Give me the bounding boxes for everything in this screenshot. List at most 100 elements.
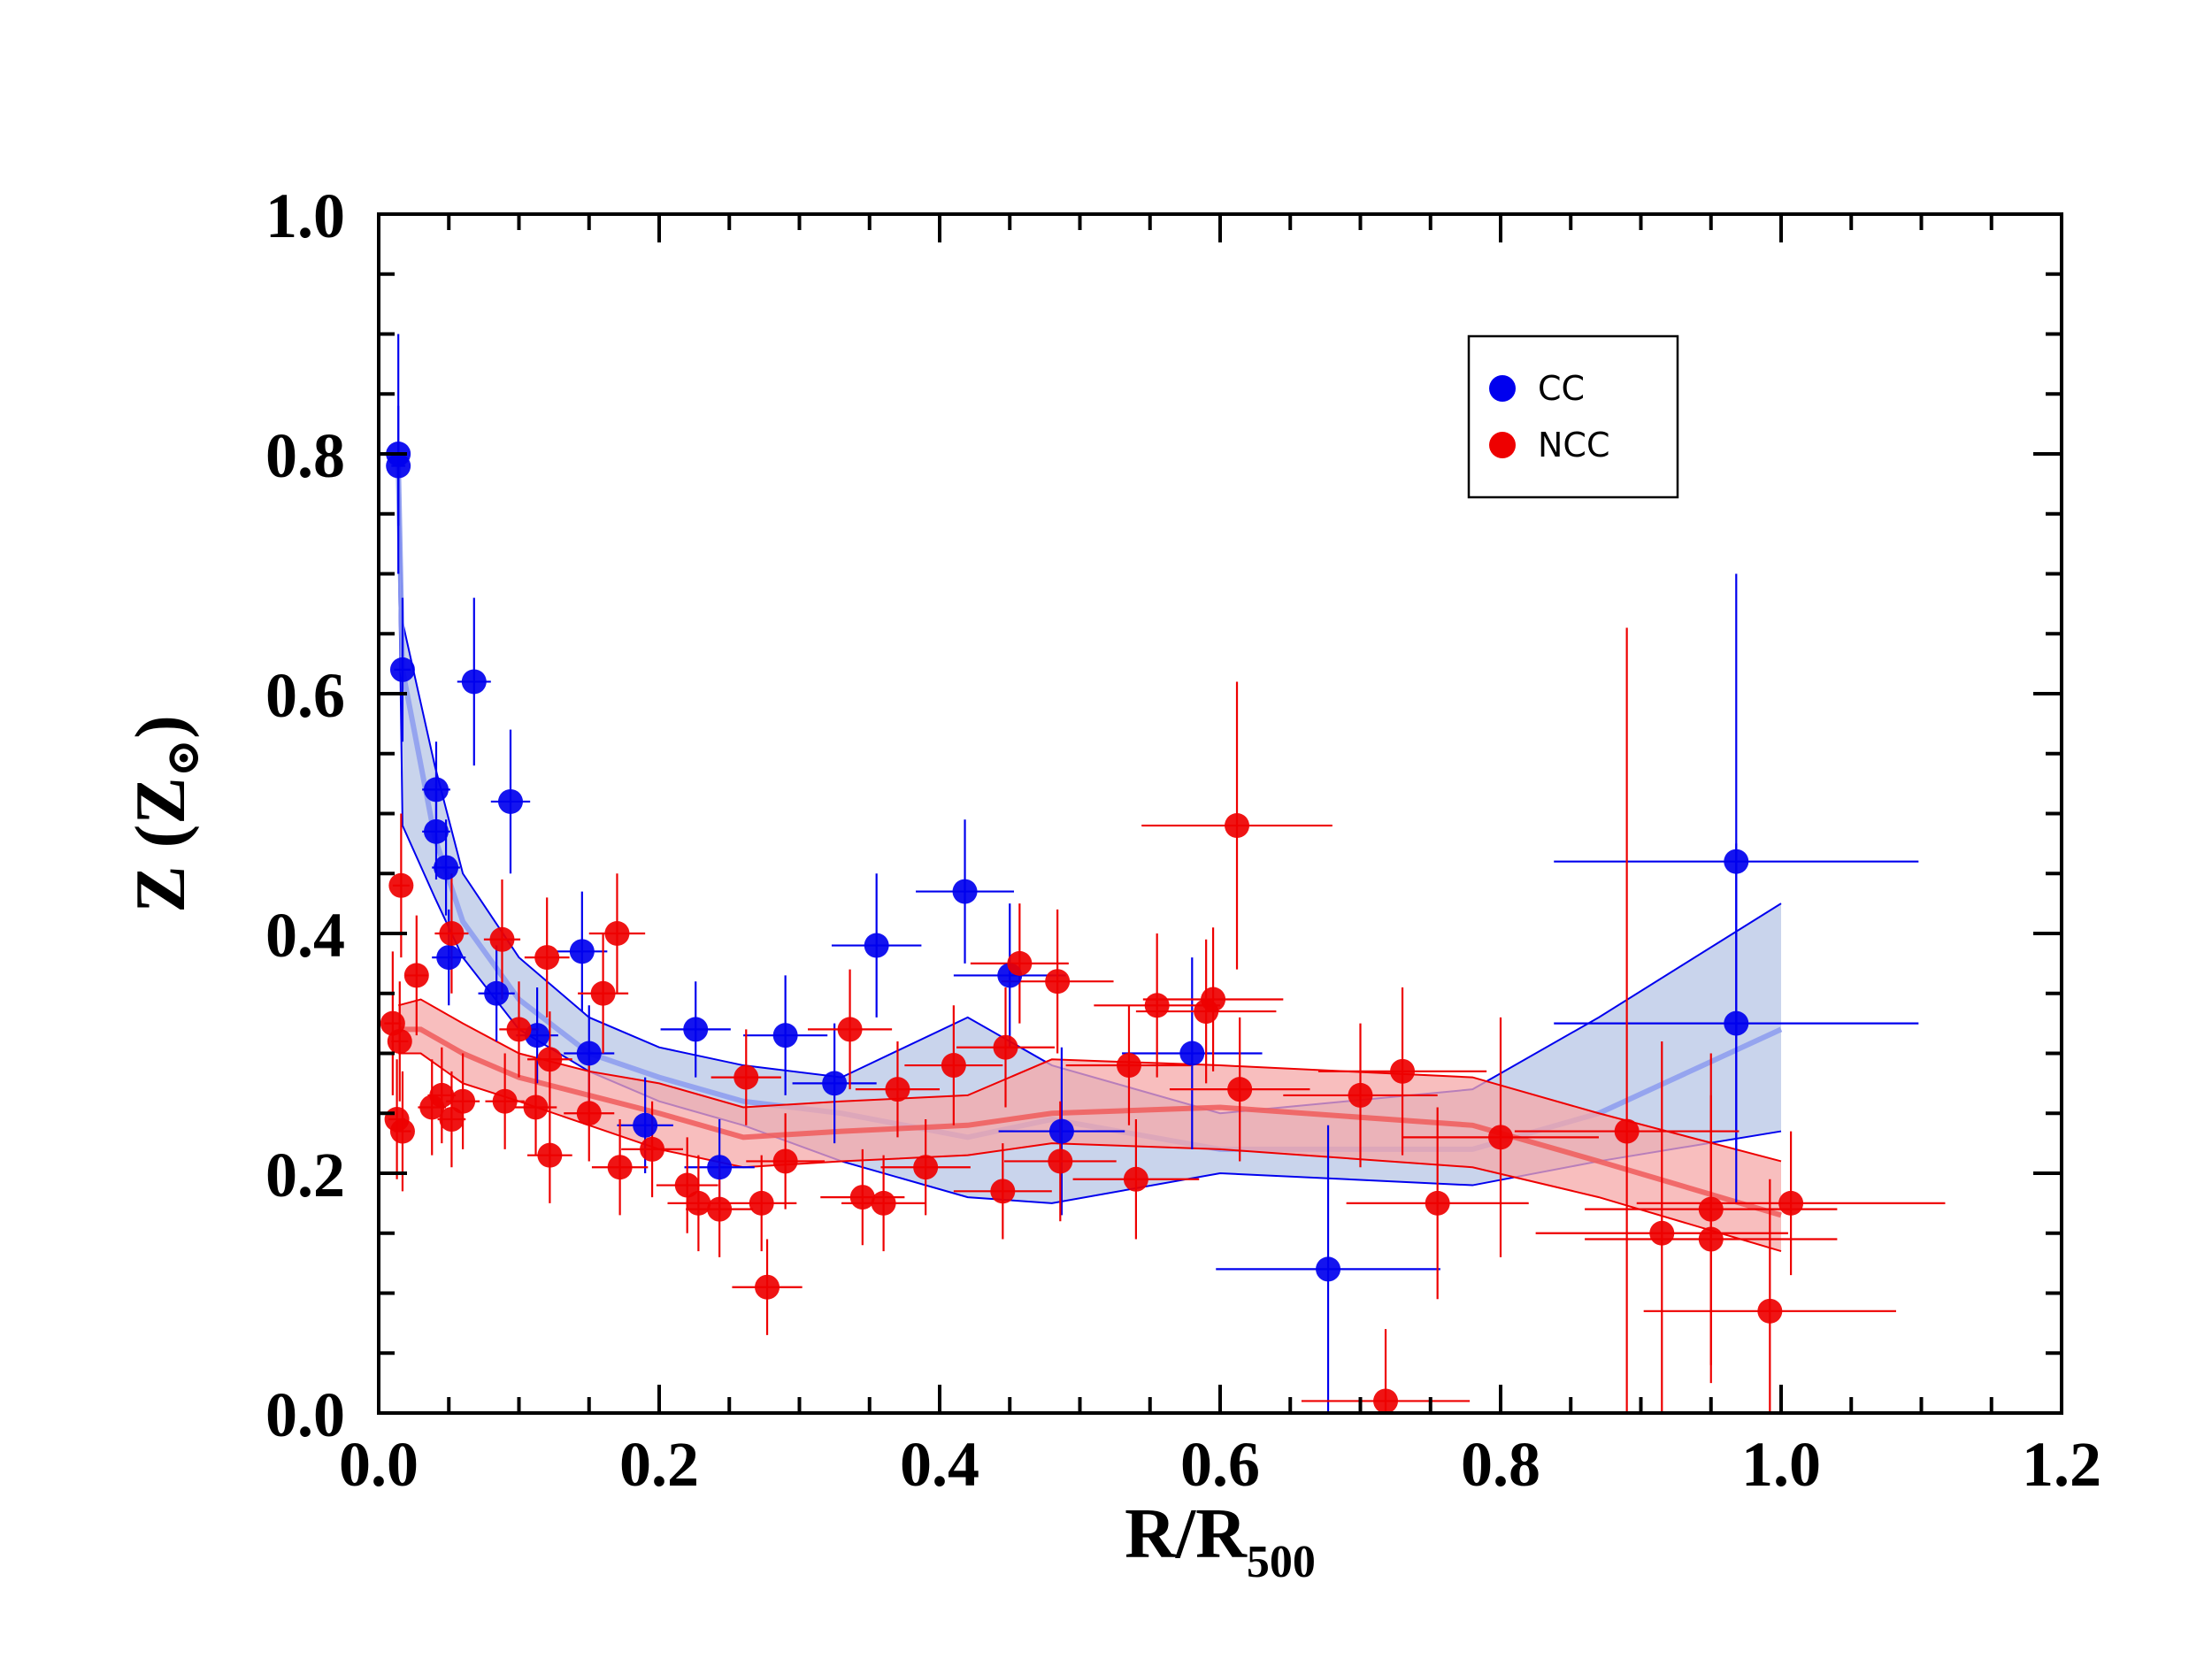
legend-label-cc: CC [1538,369,1585,408]
point-cc-23 [1316,1256,1341,1282]
point-cc-9 [484,980,510,1006]
point-ncc-45 [1201,987,1226,1012]
point-cc-3 [423,777,449,803]
point-ncc-46 [1225,813,1250,839]
point-ncc-25 [707,1196,733,1222]
legend-box [1467,334,1679,499]
point-cc-5 [434,855,459,880]
y-tick-label-0: 0.0 [265,1379,345,1450]
point-ncc-17 [537,1142,563,1168]
y-tick-label-3: 0.6 [265,660,345,731]
x-axis-title: R/R500 [1125,1495,1316,1587]
band-mean-ncc [398,1026,1782,1218]
tick-labels: 0.0 0.2 0.4 0.6 0.8 1.0 1.2 0.0 0.2 0.4 0.6 0.8 1.0 [265,180,2101,1500]
point-cc-24 [1724,849,1749,874]
y-tick-label-1: 0.2 [265,1140,345,1210]
point-cc-1 [386,453,411,479]
x-axis-title-subscript: 500 [1247,1537,1316,1587]
point-ncc-11 [489,926,515,952]
point-ncc-33 [885,1077,910,1102]
point-ncc-41 [1116,1053,1141,1079]
axis-ticks [377,212,2063,1415]
point-ncc-9 [450,1088,476,1114]
point-cc-22 [1179,1041,1205,1066]
point-ncc-42 [1123,1166,1148,1192]
band-upper-cc [397,453,1782,1115]
point-ncc-12 [506,1017,532,1042]
point-ncc-23 [674,1172,700,1198]
point-cc-21 [1048,1118,1074,1144]
point-cc-14 [683,1017,709,1042]
point-cc-2 [389,657,415,682]
point-ncc-2 [387,1028,412,1054]
point-ncc-7 [429,1082,455,1108]
point-ncc-43 [1144,993,1170,1018]
point-ncc-58 [1778,1190,1804,1216]
point-ncc-19 [604,921,630,946]
point-cc-8 [436,945,462,971]
x-tick-label-4: 0.8 [1461,1429,1540,1500]
data-points [380,442,1804,1414]
point-ncc-8 [439,1107,465,1133]
point-ncc-39 [1045,969,1071,995]
x-tick-label-0: 0.0 [339,1429,419,1500]
point-ncc-48 [1348,1082,1373,1108]
point-cc-7 [497,788,523,814]
x-tick-label-1: 0.2 [619,1429,699,1500]
point-ncc-30 [837,1017,863,1042]
point-cc-25 [1724,1010,1749,1036]
legend-label-ncc: NCC [1538,426,1610,465]
legend-marker-ncc [1489,432,1516,458]
point-cc-19 [952,879,978,904]
point-ncc-35 [941,1053,966,1079]
point-cc-6 [461,669,487,695]
y-axis-title: Z (Z⊙) [122,715,209,913]
point-ncc-57 [1757,1298,1783,1324]
y-tick-label-4: 0.8 [265,420,345,491]
point-ncc-28 [755,1274,780,1300]
band-fill-ncc [398,999,1782,1252]
point-ncc-29 [772,1148,798,1174]
point-ncc-0 [388,872,414,898]
y-axis-title-symbol: ⊙ [158,739,209,778]
y-tick-label-2: 0.4 [265,900,345,971]
point-ncc-54 [1649,1220,1675,1246]
point-ncc-10 [439,921,465,946]
point-cc-18 [864,933,889,958]
band-upper-ncc [397,998,1782,1163]
point-ncc-31 [849,1185,875,1210]
point-ncc-20 [576,1101,602,1126]
point-ncc-5 [389,1118,415,1144]
point-cc-17 [822,1071,848,1096]
x-tick-label-3: 0.6 [1180,1429,1260,1500]
point-ncc-32 [871,1190,896,1216]
point-ncc-56 [1698,1226,1724,1252]
point-ncc-24 [686,1190,711,1216]
point-ncc-18 [590,980,616,1006]
point-ncc-14 [523,1094,549,1120]
point-cc-16 [772,1023,798,1048]
point-ncc-16 [537,1047,563,1072]
point-ncc-15 [534,945,560,971]
point-ncc-55 [1698,1196,1724,1222]
point-ncc-37 [993,1034,1018,1060]
point-cc-4 [423,818,449,844]
point-ncc-13 [492,1088,518,1114]
point-ncc-22 [640,1136,665,1162]
point-ncc-27 [749,1190,774,1216]
x-tick-label-5: 1.0 [1741,1429,1821,1500]
point-ncc-34 [913,1155,939,1180]
point-cc-15 [707,1155,733,1180]
point-ncc-40 [1048,1148,1073,1174]
point-cc-11 [569,939,595,964]
point-ncc-36 [990,1179,1016,1204]
legend-marker-cc [1489,375,1516,402]
y-tick-label-5: 1.0 [265,180,345,251]
x-tick-label-6: 1.2 [2022,1429,2101,1500]
point-ncc-3 [403,963,429,988]
point-ncc-38 [1007,950,1033,976]
x-tick-label-2: 0.4 [900,1429,979,1500]
point-ncc-49 [1373,1388,1399,1414]
point-ncc-53 [1614,1118,1640,1144]
